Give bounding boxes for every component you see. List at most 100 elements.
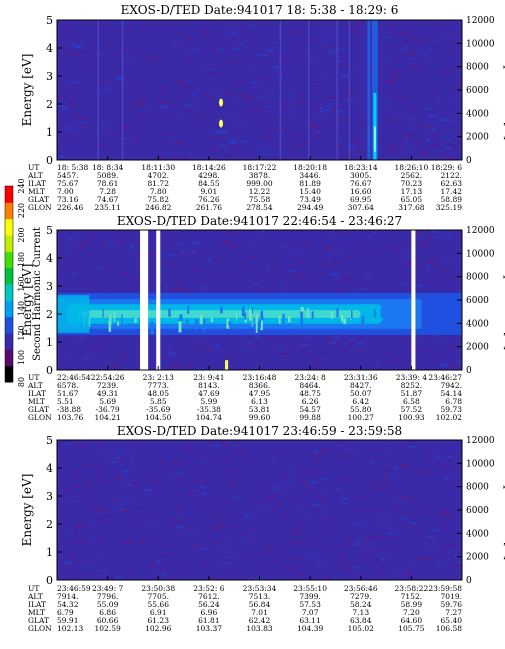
heatmap-cell [103,52,108,55]
heatmap-cell [332,261,338,264]
heatmap-cell [95,368,101,370]
heatmap-cell [176,506,183,508]
band-texture [251,307,253,318]
heatmap-cell [215,549,218,551]
table-cell: 7399. [299,592,320,601]
heatmap-cell [445,143,453,145]
heatmap-cell [141,99,149,102]
table-cell: 50.07 [350,389,372,398]
heatmap-cell [260,85,263,87]
heatmap-cell [355,139,361,141]
heatmap-cell [112,449,117,451]
heatmap-cell [290,557,297,560]
table-cell: 76.67 [350,179,372,188]
heatmap-cell [315,360,318,363]
heatmap-cell [301,344,309,346]
heatmap-cell [318,500,324,503]
heatmap-cell [262,126,269,127]
heatmap-cell [385,102,389,105]
table-cell: 55.80 [350,405,372,414]
colorbar-tick-label: 100 [17,350,26,365]
heatmap-cell [263,133,272,136]
table-cell: 18:17:22 [243,163,277,172]
heatmap-cell [204,259,207,261]
heatmap-cell [68,137,72,140]
heatmap-cell [456,561,462,563]
y-tick-label: 4 [46,42,53,55]
heatmap-cell [67,126,74,129]
heatmap-cell [233,470,241,473]
chart-title: EXOS-D/TED Date:941017 18: 5:38 - 18:29:… [121,3,399,17]
heatmap-cell [431,23,437,25]
heatmap-cell [376,488,384,490]
heatmap-cell [296,44,303,47]
heatmap-cell [369,235,372,238]
heatmap-cell [200,36,204,38]
heatmap-cell [168,138,174,141]
table-cell: 63.84 [350,616,372,625]
heatmap-cell [313,104,322,108]
table-cell: 47.95 [249,389,271,398]
heatmap-cell [368,534,373,537]
heatmap-cell [304,336,308,339]
heatmap-cell [203,95,209,97]
heatmap-cell [73,240,77,242]
heatmap-cell [133,482,140,485]
table-cell: 84.55 [198,179,220,188]
heatmap-cell [319,111,324,114]
table-cell: 103.37 [196,624,222,633]
heatmap-cell [243,96,251,99]
heatmap-cell [221,144,226,147]
heatmap-cell [324,576,329,578]
heatmap-cell [406,255,413,258]
table-cell: 51.87 [401,389,423,398]
heatmap-cell [190,288,195,290]
heatmap-cell [393,574,396,577]
heatmap-cell [356,342,365,345]
table-cell: 23:49: 7 [92,584,124,593]
heatmap-cell [373,231,377,234]
heatmap-cell [408,134,415,138]
heatmap-cell [258,149,266,151]
vertical-streak [367,20,371,160]
heatmap-cell [151,516,155,518]
heatmap-cell [289,273,294,276]
table-cell: 6.86 [99,608,116,617]
heatmap-cell [320,478,327,480]
heatmap-cell [309,125,317,129]
table-cell: 104.21 [95,413,121,422]
heatmap-cell [76,85,85,87]
heatmap-cell [343,157,350,160]
band-texture [258,320,261,329]
y-tick-label: 3 [46,490,53,503]
table-cell: 278.54 [246,203,272,212]
heatmap-cell [234,487,238,491]
table-cell: 62.63 [441,179,463,188]
heatmap-cell [180,115,183,118]
heatmap-cell [428,236,434,239]
heatmap-cell [313,454,319,457]
heatmap-cell [378,448,381,450]
heatmap-cell [186,60,194,63]
heatmap-cell [259,510,267,512]
heatmap-cell [398,338,405,342]
heatmap-cell [280,244,285,247]
heatmap-cell [162,563,168,565]
heatmap-cell [279,286,284,289]
table-cell: 7152. [401,592,422,601]
heatmap-cell [330,344,333,347]
heatmap-cell [169,69,175,72]
heatmap-cell [352,368,357,370]
y2-tick-label: 4000 [466,319,489,329]
heatmap-cell [152,112,155,115]
heatmap-cell [303,518,306,520]
heatmap-cell [389,452,392,455]
heatmap-cell [310,472,315,475]
heatmap-cell [317,566,323,568]
heatmap-cell [93,28,96,30]
vertical-streak [279,20,282,160]
table-row-label: ILAT [28,389,46,398]
heatmap-cell [254,35,257,37]
heatmap-cell [94,347,103,349]
band-texture [300,311,303,325]
